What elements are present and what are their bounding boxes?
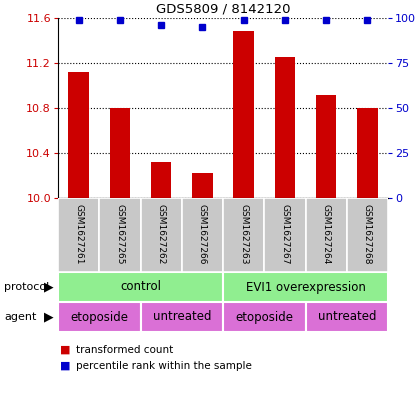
Bar [347, 198, 388, 272]
Bar [110, 108, 130, 198]
Text: percentile rank within the sample: percentile rank within the sample [76, 361, 252, 371]
Bar [275, 57, 295, 198]
Text: etoposide: etoposide [70, 310, 128, 323]
Text: transformed count: transformed count [76, 345, 173, 355]
Bar [357, 108, 378, 198]
Bar [99, 198, 141, 272]
Bar [58, 272, 223, 302]
Text: GSM1627265: GSM1627265 [115, 204, 124, 264]
Text: untreated: untreated [317, 310, 376, 323]
Text: GSM1627268: GSM1627268 [363, 204, 372, 264]
Text: GSM1627264: GSM1627264 [322, 204, 331, 264]
Text: untreated: untreated [152, 310, 211, 323]
Bar [223, 198, 264, 272]
Bar [58, 302, 141, 332]
Text: etoposide: etoposide [235, 310, 293, 323]
Bar [305, 302, 388, 332]
Text: ■: ■ [60, 345, 71, 355]
Bar [141, 198, 182, 272]
Bar [141, 302, 223, 332]
Bar [264, 198, 305, 272]
Text: GSM1627263: GSM1627263 [239, 204, 248, 264]
Text: GSM1627267: GSM1627267 [281, 204, 289, 264]
Text: protocol: protocol [4, 282, 49, 292]
Bar [233, 31, 254, 198]
Text: ▶: ▶ [44, 281, 54, 294]
Bar [68, 72, 89, 198]
Bar [58, 198, 99, 272]
Title: GDS5809 / 8142120: GDS5809 / 8142120 [156, 2, 290, 15]
Bar [151, 162, 171, 198]
Bar [192, 173, 213, 198]
Text: ▶: ▶ [44, 310, 54, 323]
Text: EVI1 overexpression: EVI1 overexpression [246, 281, 366, 294]
Text: GSM1627266: GSM1627266 [198, 204, 207, 264]
Bar [223, 302, 305, 332]
Text: control: control [120, 281, 161, 294]
Text: GSM1627262: GSM1627262 [156, 204, 166, 264]
Text: GSM1627261: GSM1627261 [74, 204, 83, 264]
Bar [223, 272, 388, 302]
Text: agent: agent [4, 312, 37, 322]
Bar [305, 198, 347, 272]
Text: ■: ■ [60, 361, 71, 371]
Bar [316, 94, 337, 198]
Bar [182, 198, 223, 272]
